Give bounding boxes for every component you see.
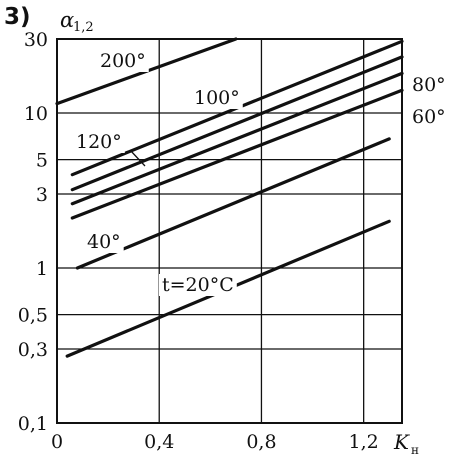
y-tick-label: 0,5 <box>18 305 48 327</box>
x-tick-label: 1,2 <box>349 431 379 453</box>
series-line <box>70 55 404 192</box>
x-axis-title: K <box>393 430 410 454</box>
series-label-leader <box>129 149 146 167</box>
series-line <box>70 88 404 220</box>
series-label: 100° <box>194 87 240 109</box>
series-label-background <box>191 87 243 109</box>
series-label: 40° <box>87 231 121 253</box>
x-axis-title-subscript: н <box>411 443 419 457</box>
series-label: t=20°C <box>162 274 234 296</box>
y-tick-label: 5 <box>36 150 48 172</box>
series-label: 80° <box>412 74 446 96</box>
series-label-background <box>97 50 149 72</box>
y-tick-label: 10 <box>24 103 48 125</box>
panel-label: 3) <box>4 4 31 30</box>
y-axis-title: α <box>60 8 74 32</box>
series-label-background <box>73 131 125 153</box>
series-line <box>75 137 391 270</box>
series-label: 200° <box>100 50 146 72</box>
y-tick-label: 0,1 <box>18 413 48 435</box>
series-label: 120° <box>76 131 122 153</box>
series-line <box>70 71 404 206</box>
y-tick-label: 0,3 <box>18 339 48 361</box>
plot-frame <box>56 38 403 424</box>
y-tick-label: 30 <box>24 29 48 51</box>
y-axis-title-subscript: 1,2 <box>73 20 94 35</box>
y-tick-label: 1 <box>36 258 48 280</box>
series-label-background <box>159 274 237 296</box>
y-tick-label: 3 <box>36 184 48 206</box>
x-tick-label: 0 <box>51 431 63 453</box>
series-label-background <box>84 231 124 253</box>
x-tick-label: 0,8 <box>246 431 276 453</box>
series-label: 60° <box>412 106 446 128</box>
x-tick-label: 0,4 <box>144 431 174 453</box>
